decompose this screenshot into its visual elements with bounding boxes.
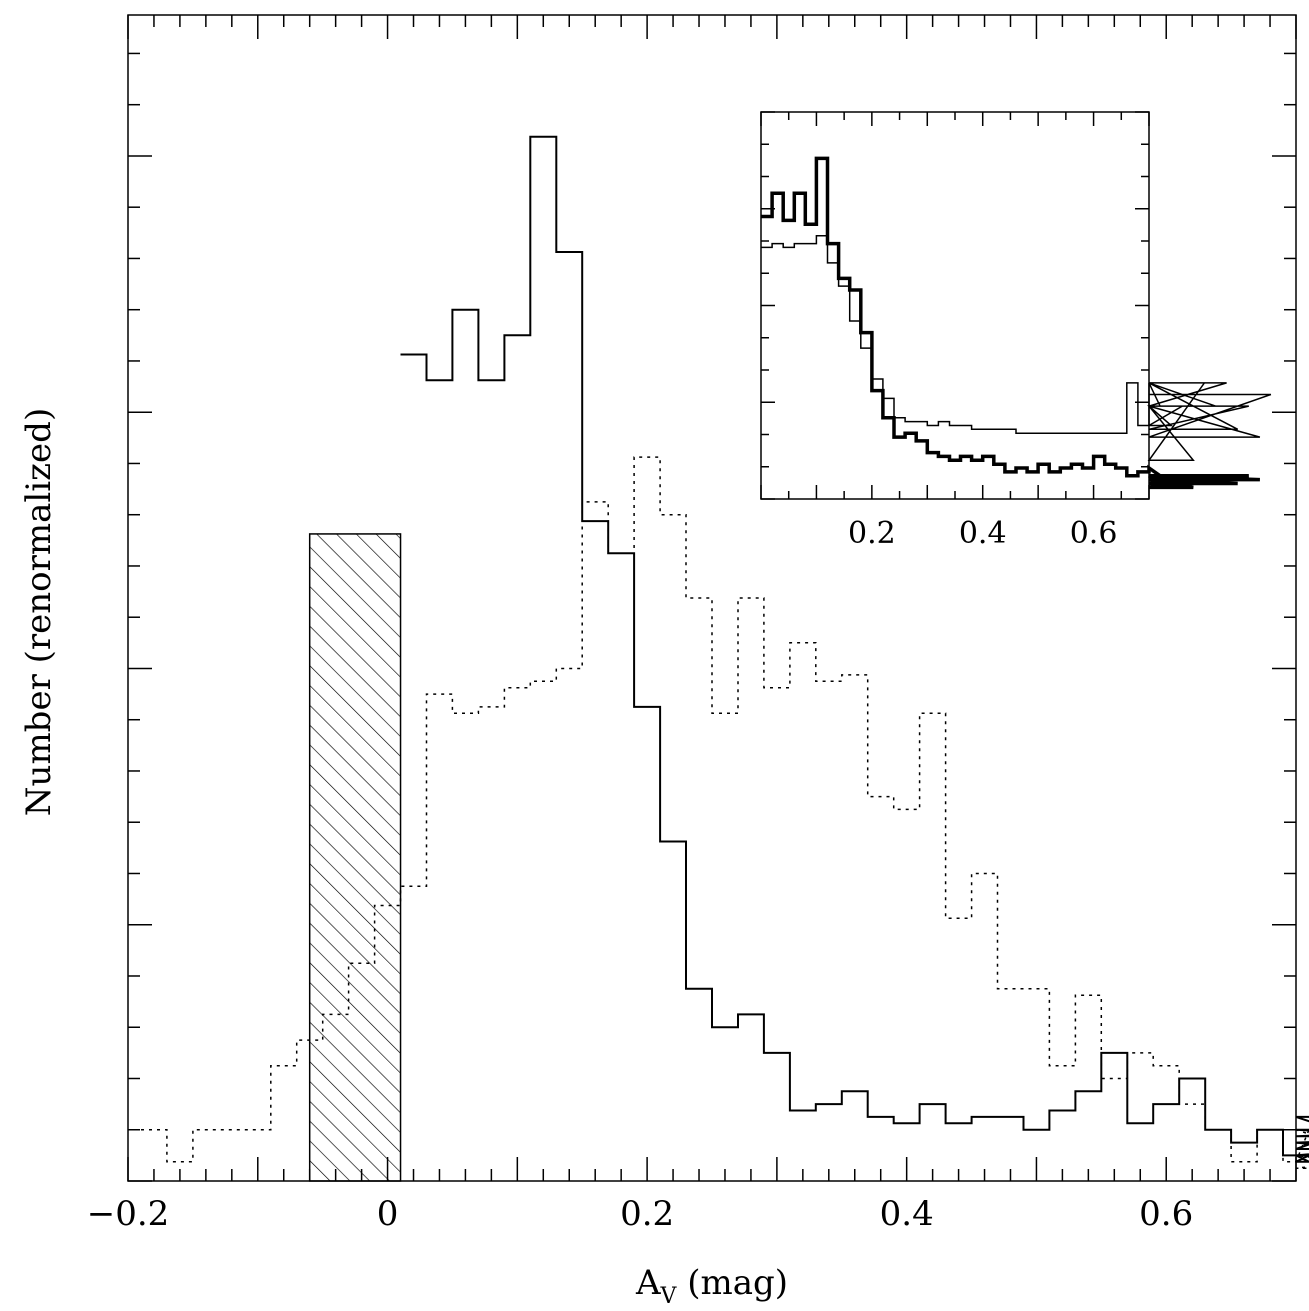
- y-axis-label: Number (renormalized): [19, 408, 59, 816]
- main-plot: −0.2 0 0.2 0.4 0.6: [87, 14, 1309, 1234]
- inset-axis-ticks: [760, 111, 1150, 500]
- main-axis-ticks: [127, 15, 1297, 1182]
- x-tick-label: 0.2: [620, 1194, 674, 1234]
- inset-x-tick-labels: 0.2 0.4 0.6: [848, 516, 1117, 551]
- x-tick-label: 0.4: [880, 1194, 934, 1234]
- main-plot-frame: [127, 14, 1297, 1182]
- x-tick-label: −0.2: [87, 1194, 170, 1234]
- x-tick-label: 0.4: [959, 516, 1007, 551]
- x-axis-label: AV (mag): [635, 1263, 788, 1309]
- inset-plot: 0.2 0.4 0.6: [760, 111, 1272, 551]
- inset-thin-histogram: [761, 235, 1272, 462]
- x-tick-label: 0.6: [1139, 1194, 1193, 1234]
- x-tick-label: 0.2: [848, 516, 896, 551]
- inset-thick-histogram: [761, 156, 1260, 490]
- inset-plot-frame: [760, 111, 1150, 500]
- x-tick-label: 0: [377, 1194, 399, 1234]
- dotted-histogram: [141, 456, 1309, 1169]
- main-x-tick-labels: −0.2 0 0.2 0.4 0.6: [87, 1194, 1194, 1234]
- x-tick-label: 0.6: [1070, 516, 1118, 551]
- hatched-bar: [308, 533, 402, 1182]
